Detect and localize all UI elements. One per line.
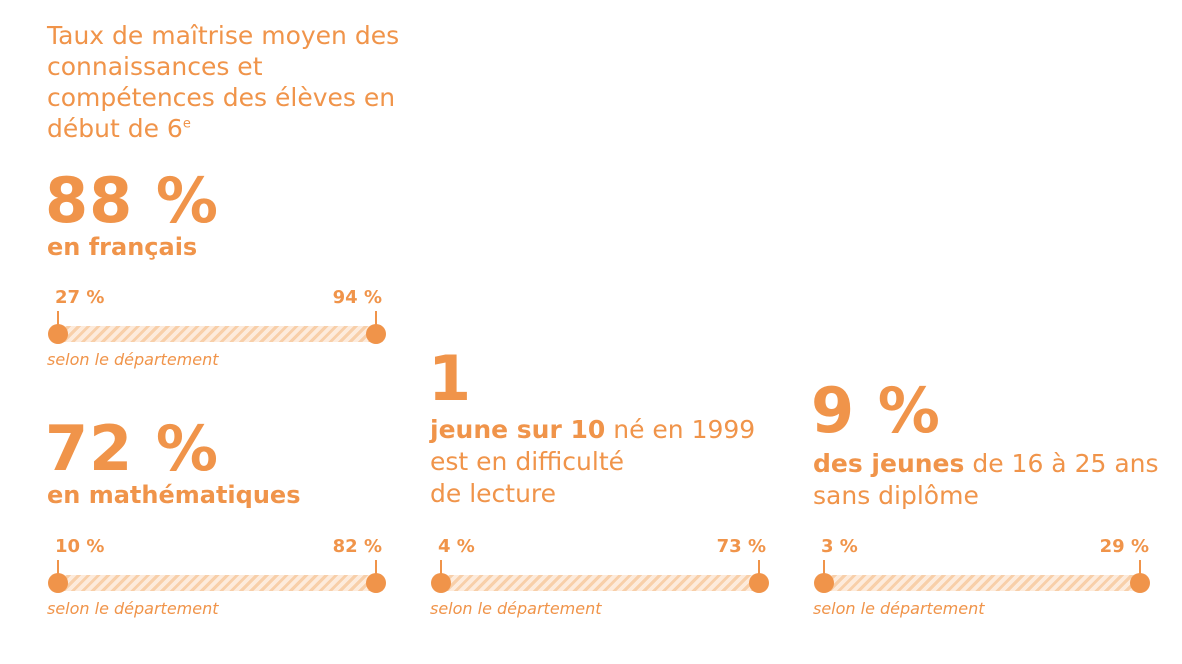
range-max-dot <box>749 573 769 593</box>
range-note: selon le département <box>47 350 219 369</box>
range-max-tick <box>375 311 377 329</box>
francais-value: 88 % <box>45 164 219 237</box>
range-bar <box>440 575 760 591</box>
range-note: selon le département <box>813 599 985 618</box>
lecture-line-1: jeune sur 10 né en 1999 <box>430 414 790 446</box>
diplome-line-1: des jeunes de 16 à 25 ans <box>813 448 1173 480</box>
range-max-tick <box>1139 560 1141 578</box>
range-min-tick <box>57 560 59 578</box>
range-note: selon le département <box>47 599 219 618</box>
range-max: 94 % <box>332 287 382 308</box>
range-min-dot <box>48 324 68 344</box>
range-note: selon le département <box>430 599 602 618</box>
lecture-line-2: est en difficulté <box>430 447 625 476</box>
intro-text: Taux de maîtrise moyen des connaissances… <box>47 21 400 143</box>
range-min: 10 % <box>55 536 105 557</box>
range-max-tick <box>375 560 377 578</box>
range-min-dot <box>431 573 451 593</box>
range-max-dot <box>1130 573 1150 593</box>
maths-label: en mathématiques <box>47 481 301 509</box>
range-min-dot <box>814 573 834 593</box>
range-max: 82 % <box>332 536 382 557</box>
maths-value: 72 % <box>45 412 219 485</box>
diplome-text: des jeunes de 16 à 25 ans sans diplôme <box>813 448 1173 512</box>
range-bar <box>823 575 1141 591</box>
lecture-range: 4 % 73 % selon le département <box>430 536 769 626</box>
range-bar <box>57 575 377 591</box>
range-min-dot <box>48 573 68 593</box>
diplome-line-2: sans diplôme <box>813 481 979 510</box>
range-min-tick <box>440 560 442 578</box>
range-bar <box>57 326 377 342</box>
range-min: 4 % <box>438 536 475 557</box>
diplome-value: 9 % <box>811 374 941 447</box>
lecture-rest: né en 1999 <box>605 415 756 444</box>
lecture-line-3: de lecture <box>430 479 557 508</box>
range-max: 73 % <box>716 536 766 557</box>
range-max: 29 % <box>1099 536 1149 557</box>
range-max-dot <box>366 324 386 344</box>
intro-title: Taux de maîtrise moyen des connaissances… <box>47 20 427 144</box>
intro-superscript: e <box>182 116 191 132</box>
lecture-bold: jeune sur 10 <box>430 415 606 444</box>
francais-label: en français <box>47 233 198 261</box>
maths-range: 10 % 82 % selon le département <box>47 536 386 626</box>
francais-range: 27 % 94 % selon le département <box>47 287 386 377</box>
lecture-value: 1 <box>428 342 473 415</box>
range-min-tick <box>823 560 825 578</box>
diplome-rest: de 16 à 25 ans <box>964 449 1159 478</box>
range-min: 27 % <box>55 287 105 308</box>
range-min: 3 % <box>821 536 858 557</box>
range-max-dot <box>366 573 386 593</box>
range-min-tick <box>57 311 59 329</box>
range-max-tick <box>758 560 760 578</box>
lecture-text: jeune sur 10 né en 1999 est en difficult… <box>430 414 790 510</box>
diplome-range: 3 % 29 % selon le département <box>813 536 1150 626</box>
diplome-bold: des jeunes <box>813 449 965 478</box>
